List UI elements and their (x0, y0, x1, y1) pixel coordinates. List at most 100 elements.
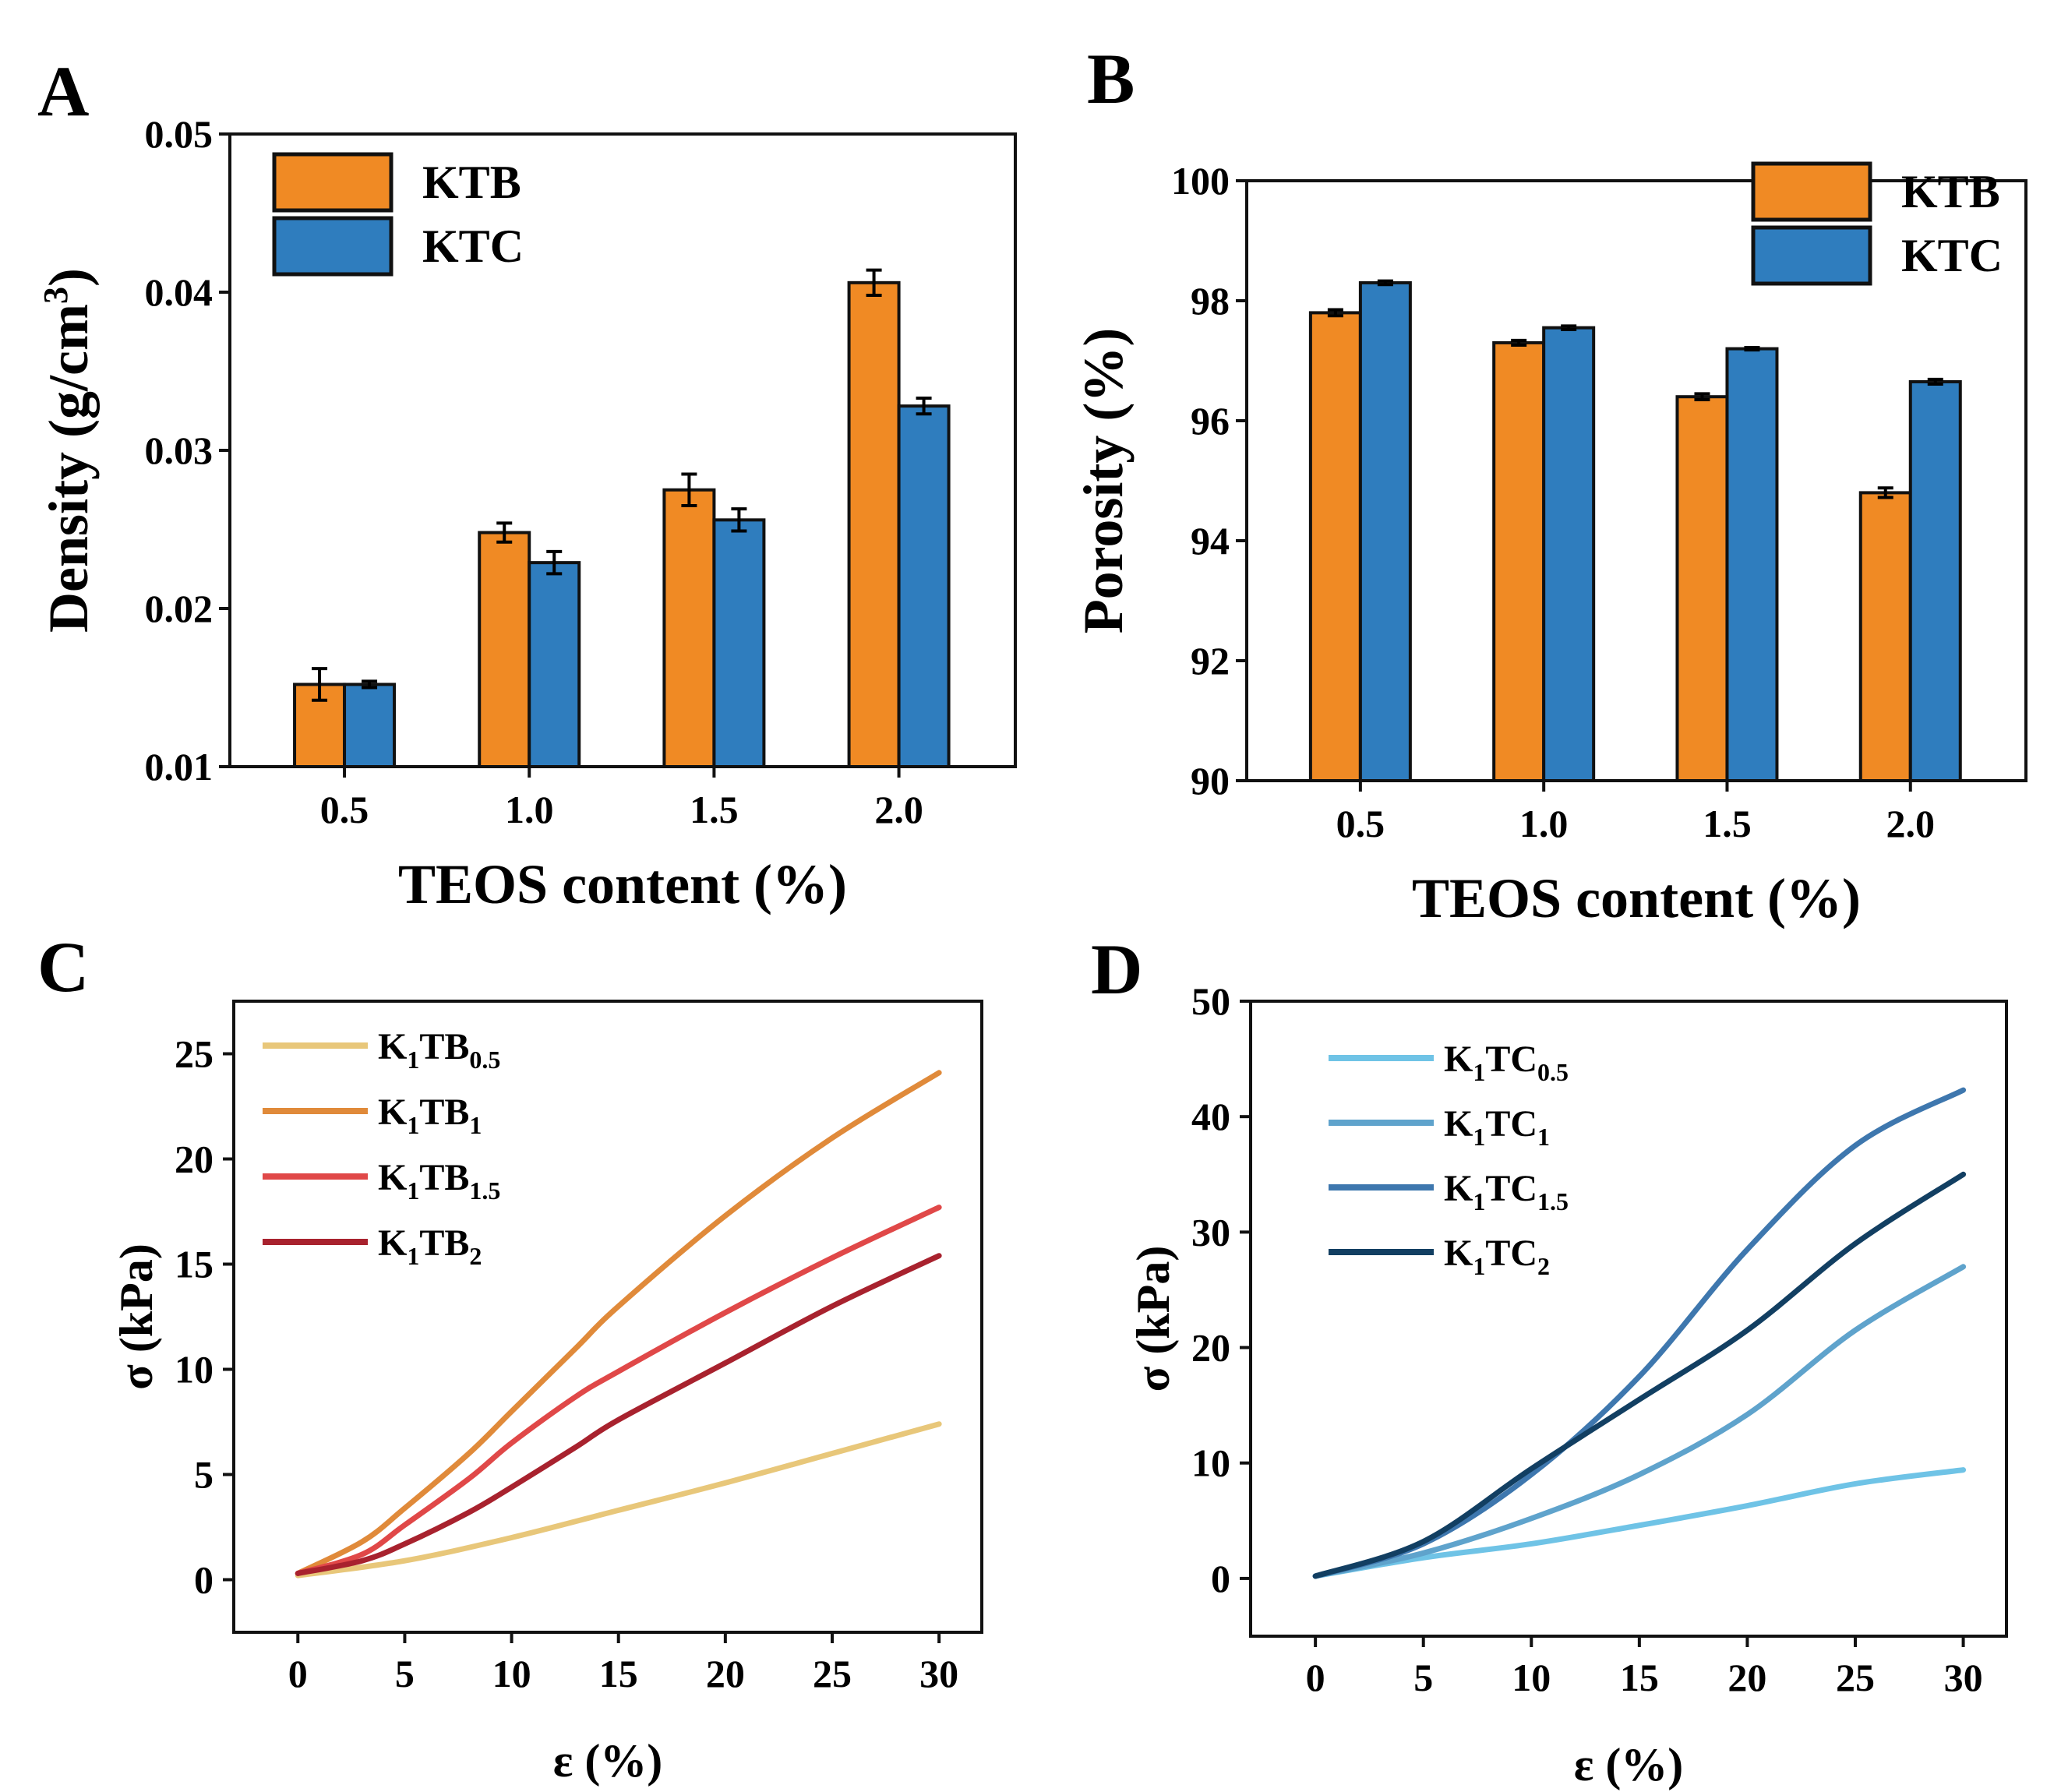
legend-label-k: K (1444, 1233, 1473, 1274)
panel-label-d: D (1091, 930, 1142, 1009)
x-tick-label: 1.0 (505, 788, 554, 831)
y-tick-label: 0.04 (145, 270, 214, 314)
bar-ktc-2 (712, 518, 766, 768)
x-tick-label: 0 (288, 1652, 308, 1695)
chart-panel-d: 0 5 10 15 20 25 3001020304050K1TC0.5K1TC1K1TC1… (1128, 979, 2008, 1790)
legend-label-sub2: 1.5 (1537, 1187, 1569, 1215)
legend-label-sub1: 1 (1473, 1058, 1485, 1086)
y-tick-label: 5 (194, 1453, 214, 1497)
legend-label-body: TC (1485, 1039, 1537, 1080)
y-tick-label: 92 (1191, 639, 1230, 683)
y-tick-label: 100 (1171, 159, 1230, 203)
y-tick-label: 98 (1191, 279, 1230, 323)
legend-label-body: TB (419, 1222, 469, 1264)
series-line-k1tb0-5 (295, 1421, 942, 1579)
legend-label-k: K (378, 1157, 407, 1198)
y-axis-title: σ (kPa) (111, 1243, 162, 1390)
x-tick-label: 0.5 (1336, 802, 1385, 845)
legend-label-sub2: 0.5 (469, 1046, 500, 1074)
legend-swatch-ktb (272, 152, 393, 213)
x-tick-label: 2.0 (874, 788, 923, 831)
x-tick-label: 5 (1413, 1656, 1433, 1699)
legend-swatch-ktc (1751, 225, 1872, 286)
legend-label-sub1: 1 (407, 1111, 419, 1139)
x-tick-label: 30 (919, 1652, 958, 1695)
x-tick-label: 5 (395, 1652, 415, 1695)
y-tick-label: 10 (1191, 1441, 1230, 1485)
legend-label-sub2: 1 (1537, 1123, 1550, 1151)
bar-ktc-1 (1542, 326, 1596, 782)
y-tick-label: 40 (1191, 1095, 1230, 1138)
legend-label-sub1: 1 (407, 1176, 419, 1205)
series-line-k1tb1-5 (295, 1205, 942, 1576)
plot-frame (1245, 179, 2027, 782)
plot-frame (232, 1000, 983, 1634)
y-tick-label: 0.05 (145, 112, 214, 156)
legend-label-sub2: 2 (1537, 1252, 1550, 1280)
x-tick-label: 15 (599, 1652, 638, 1695)
bar-ktc-0 (1358, 280, 1412, 782)
x-tick-label: 15 (1620, 1656, 1659, 1699)
legend-label: K1TC2 (1444, 1233, 1550, 1280)
y-tick-label: 50 (1191, 979, 1230, 1023)
bar-ktb-0 (1308, 311, 1362, 782)
legend-label: K1TB0.5 (378, 1026, 500, 1074)
y-axis-title-end: ) (37, 268, 100, 287)
y-tick-label: 0 (194, 1558, 214, 1602)
legend-label: K1TB2 (378, 1222, 482, 1270)
chart-panel-b: 0.5 1.0 1.5 2.0 90 92 94 96 98 100 TEOS content (%… (1072, 159, 2027, 930)
y-axis-title-text: Porosity (%) (1072, 328, 1135, 634)
legend-label: K1TB1 (378, 1092, 482, 1139)
legend-label-sub2: 2 (469, 1242, 482, 1270)
legend-label-k: K (378, 1026, 407, 1067)
y-tick-label: 0.01 (145, 745, 214, 788)
chart-panel-a: 0.5 1.0 1.5 2.0 0.01 0.02 0.03 0.04 0.05 TEOS con… (37, 112, 1017, 915)
bar-ktc-1 (528, 561, 581, 768)
x-tick-label: 25 (813, 1652, 852, 1695)
y-tick-label: 30 (1191, 1210, 1230, 1254)
series-line-k1tc0-5 (1312, 1467, 1967, 1579)
series-line-k1tb2 (295, 1253, 942, 1576)
x-axis-title: ε (%) (553, 1735, 663, 1787)
legend-label-sub1: 1 (407, 1046, 419, 1074)
x-axis-title: ε (%) (1574, 1739, 1684, 1790)
y-tick-label: 20 (1191, 1326, 1230, 1370)
legend-label: K1TC0.5 (1444, 1039, 1569, 1086)
y-tick-label: 0.02 (145, 587, 214, 630)
bar-ktc-0 (343, 683, 397, 768)
y-axis-title-text: Density (g/cm (37, 304, 100, 633)
x-tick-label: 0.5 (320, 788, 369, 831)
x-tick-label: 25 (1836, 1656, 1875, 1699)
legend-label-body: TC (1485, 1103, 1537, 1145)
legend-label-sub2: 0.5 (1537, 1058, 1569, 1086)
y-tick-label: 96 (1191, 399, 1230, 443)
x-tick-label: 20 (706, 1652, 745, 1695)
x-tick-label: 1.0 (1519, 802, 1569, 845)
legend-label-sub2: 1.5 (469, 1176, 500, 1205)
x-tick-label: 10 (492, 1652, 531, 1695)
panel-label-a: A (37, 51, 89, 131)
y-tick-label: 0 (1211, 1557, 1230, 1600)
y-tick-label: 10 (175, 1348, 214, 1392)
plot-frame (228, 132, 1017, 768)
y-axis-title-superscript: 3 (37, 287, 75, 304)
legend-label-sub1: 1 (407, 1242, 419, 1270)
x-axis-title: TEOS content (%) (1412, 867, 1861, 930)
y-tick-label: 90 (1191, 759, 1230, 803)
legend-swatch-ktb (1751, 161, 1872, 222)
bar-ktb-2 (1675, 395, 1729, 782)
legend-label-body: TB (419, 1092, 469, 1133)
y-tick-label: 15 (175, 1243, 214, 1286)
y-axis-title: Porosity (%) (1072, 328, 1135, 634)
bar-ktc-2 (1725, 347, 1779, 783)
legend-label-k: K (1444, 1039, 1473, 1080)
bar-ktc-3 (897, 404, 951, 768)
legend-label-ktb: KTB (1901, 166, 2000, 217)
bar-ktb-3 (847, 280, 901, 768)
legend-label-k: K (378, 1092, 407, 1133)
legend-label-body: TC (1485, 1233, 1537, 1274)
y-axis-title: Density (g/cm3) (37, 268, 100, 633)
x-axis-title: TEOS content (%) (398, 853, 847, 915)
